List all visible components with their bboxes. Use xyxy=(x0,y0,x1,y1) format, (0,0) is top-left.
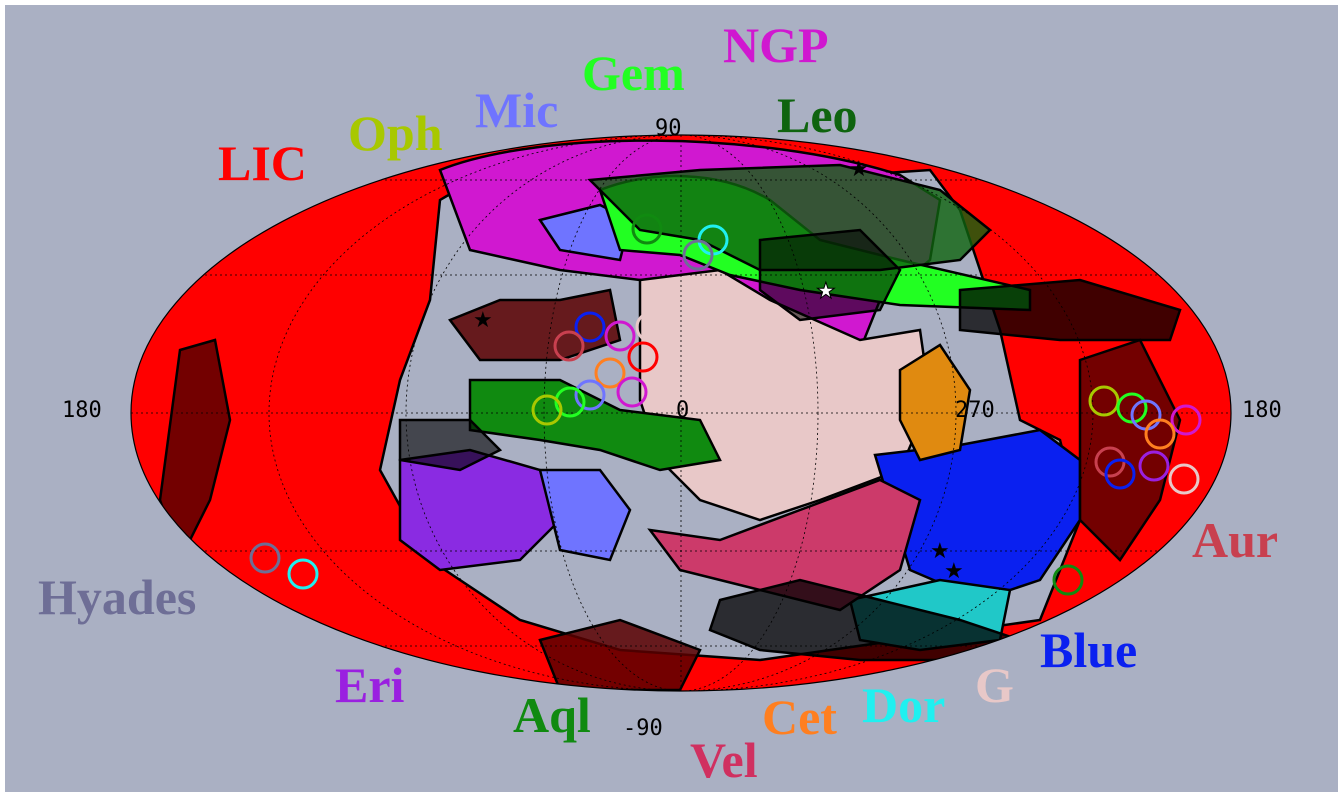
tick-label-bottom: -90 xyxy=(623,716,663,741)
target-marker xyxy=(553,330,585,362)
dark-region xyxy=(158,338,232,564)
cloud-label-lic: LIC xyxy=(218,135,307,191)
target-marker xyxy=(1144,418,1176,450)
target-marker xyxy=(1170,404,1202,436)
cloud-label-vel: Vel xyxy=(690,732,758,788)
target-marker xyxy=(627,341,659,373)
tick-label-top: 90 xyxy=(655,116,682,141)
shadow-region xyxy=(398,418,503,472)
cloud-label-hyades: Hyades xyxy=(38,569,197,625)
cloud-label-aur: Aur xyxy=(1192,512,1279,568)
target-marker xyxy=(574,379,606,411)
target-marker xyxy=(554,386,586,418)
vel-cloud-region xyxy=(647,478,922,612)
dark-region xyxy=(448,288,622,362)
target-marker xyxy=(1168,463,1200,495)
target-marker xyxy=(574,311,606,343)
leo-cloud-region xyxy=(587,163,992,272)
tick-label-left: 180 xyxy=(62,398,102,423)
star-marker: ★ xyxy=(930,539,950,564)
star-marker: ★ xyxy=(473,308,493,333)
cloud-label-eri: Eri xyxy=(335,657,405,713)
cloud-label-dor: Dor xyxy=(862,677,946,733)
target-marker xyxy=(635,311,667,343)
cloud-label-leo: Leo xyxy=(777,87,858,143)
dark-region xyxy=(538,618,702,691)
aql-cloud-region xyxy=(468,378,722,472)
target-marker xyxy=(531,394,563,426)
target-marker xyxy=(1116,392,1148,424)
cloud-label-gem: Gem xyxy=(582,45,685,101)
target-marker xyxy=(682,239,714,271)
cloud-label-oph: Oph xyxy=(348,105,443,161)
target-marker xyxy=(1088,385,1120,417)
target-marker xyxy=(631,213,663,245)
cloud-label-blue: Blue xyxy=(1040,622,1138,678)
cloud-label-mic: Mic xyxy=(475,82,559,138)
target-marker xyxy=(594,357,626,389)
target-marker xyxy=(1138,450,1170,482)
star-marker: ★ xyxy=(816,279,836,304)
tick-label-right: 180 xyxy=(1242,398,1282,423)
target-marker xyxy=(604,320,636,352)
cet-cloud-region xyxy=(898,343,972,462)
cloud-label-aql: Aql xyxy=(513,687,591,743)
tick-label-center: 0 xyxy=(676,398,690,423)
target-marker xyxy=(249,542,281,574)
target-marker xyxy=(1104,458,1136,490)
target-marker xyxy=(287,558,319,590)
star-marker: ★ xyxy=(944,559,964,584)
tick-label-mid-right: 270 xyxy=(955,398,995,423)
star-marker: ★ xyxy=(849,157,869,182)
shadow-region xyxy=(958,278,1182,342)
target-marker xyxy=(616,376,648,408)
cloud-label-ngp: NGP xyxy=(723,17,829,73)
cloud-label-cet: Cet xyxy=(762,689,837,745)
cloud-label-g: G xyxy=(975,657,1014,713)
target-marker xyxy=(1052,564,1084,596)
